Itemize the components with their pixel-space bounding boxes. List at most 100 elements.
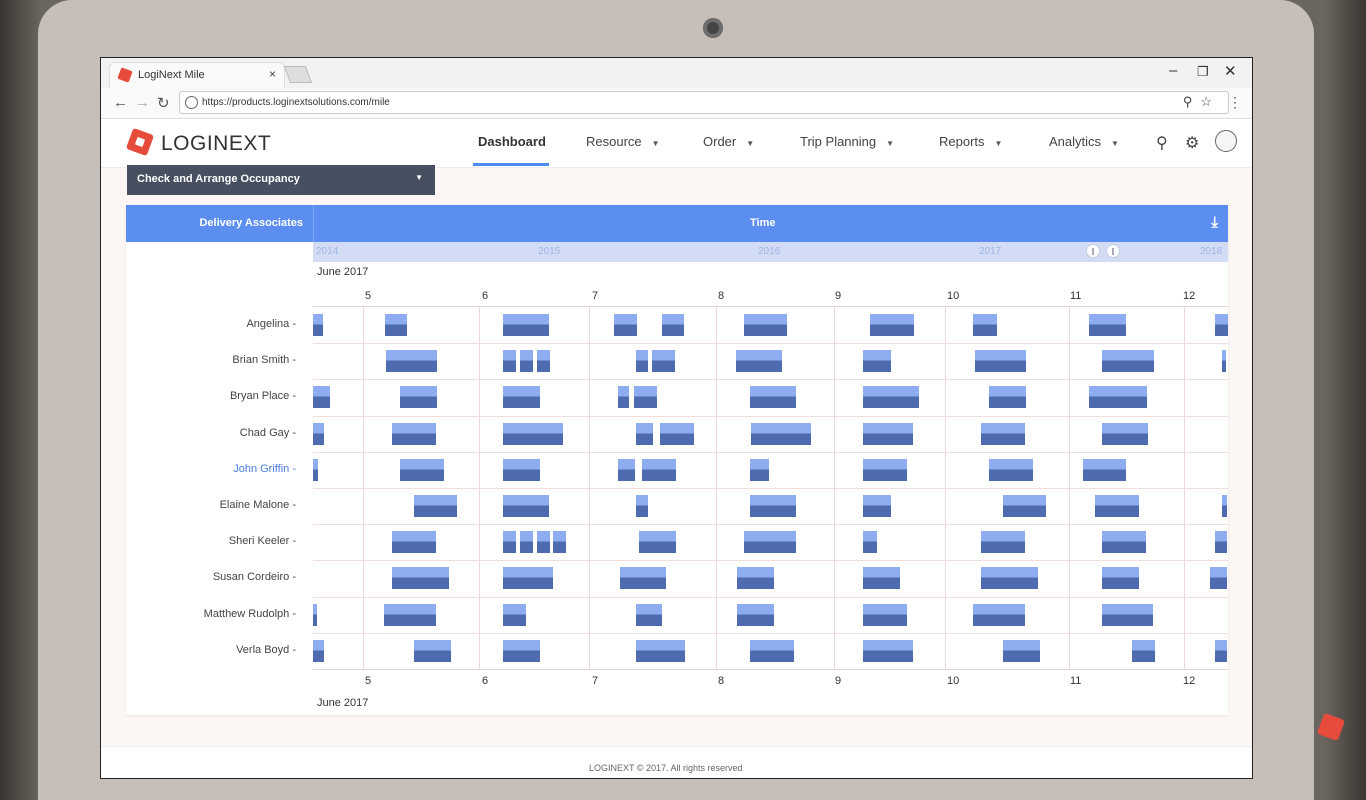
associate-name-matthew-rudolph[interactable]: Matthew Rudolph - (203, 607, 296, 620)
occupancy-bar[interactable] (503, 314, 549, 336)
occupancy-bar[interactable] (750, 458, 769, 481)
occupancy-bar[interactable] (744, 314, 787, 336)
occupancy-bar[interactable] (1102, 567, 1139, 590)
avatar[interactable] (1215, 130, 1237, 152)
occupancy-bar[interactable] (634, 386, 657, 409)
occupancy-bar[interactable] (973, 314, 997, 336)
maximize-button[interactable]: ❐ (1197, 64, 1209, 79)
minimize-button[interactable]: – (1169, 62, 1178, 79)
occupancy-bar[interactable] (313, 458, 318, 481)
occupancy-bar[interactable] (503, 422, 563, 445)
occupancy-bar[interactable] (503, 495, 549, 517)
occupancy-bar[interactable] (620, 567, 666, 590)
range-start-handle[interactable] (1086, 244, 1100, 258)
occupancy-bar[interactable] (636, 422, 653, 445)
occupancy-bar[interactable] (736, 350, 782, 373)
occupancy-bar[interactable] (618, 386, 629, 409)
occupancy-bar[interactable] (386, 350, 437, 373)
close-window-button[interactable]: ✕ (1224, 63, 1237, 80)
occupancy-bar[interactable] (863, 567, 900, 590)
occupancy-bar[interactable] (400, 386, 437, 409)
forward-button[interactable]: → (135, 94, 150, 111)
occupancy-bar[interactable] (1095, 495, 1139, 517)
occupancy-bar[interactable] (1003, 495, 1046, 517)
occupancy-bar[interactable] (1102, 422, 1148, 445)
occupancy-bar[interactable] (520, 350, 533, 373)
associate-name-john-griffin[interactable]: John Griffin - (233, 462, 296, 475)
download-icon[interactable]: ⤓ (1211, 214, 1218, 231)
occupancy-bar[interactable] (313, 603, 317, 626)
occupancy-bar[interactable] (1215, 314, 1228, 336)
occupancy-bar[interactable] (636, 603, 662, 626)
associate-name-angelina[interactable]: Angelina - (246, 318, 296, 330)
occupancy-bar[interactable] (863, 603, 907, 626)
occupancy-bar[interactable] (414, 495, 457, 517)
occupancy-bar[interactable] (1083, 458, 1126, 481)
occupancy-bar[interactable] (1222, 350, 1226, 373)
nav-reports[interactable]: Reports ▼ (939, 134, 1002, 149)
occupancy-bar[interactable] (863, 458, 907, 481)
occupancy-bar[interactable] (1132, 639, 1155, 662)
occupancy-bar[interactable] (863, 350, 891, 373)
occupancy-bar[interactable] (636, 495, 648, 517)
associate-name-elaine-malone[interactable]: Elaine Malone - (219, 499, 296, 511)
occupancy-bar[interactable] (662, 314, 684, 336)
occupancy-bar[interactable] (737, 567, 774, 590)
occupancy-bar[interactable] (400, 458, 444, 481)
occupancy-bar[interactable] (520, 531, 533, 554)
occupancy-bar[interactable] (392, 531, 436, 554)
occupancy-bar[interactable] (863, 422, 913, 445)
back-button[interactable]: ← (113, 94, 128, 111)
occupancy-bar[interactable] (537, 350, 550, 373)
occupancy-bar[interactable] (503, 458, 540, 481)
nav-trip-planning[interactable]: Trip Planning ▼ (800, 134, 894, 149)
occupancy-bar[interactable] (652, 350, 675, 373)
occupancy-bar[interactable] (313, 422, 324, 445)
reload-button[interactable]: ↻ (157, 95, 170, 112)
occupancy-bar[interactable] (750, 495, 796, 517)
new-tab-button[interactable] (283, 66, 313, 83)
occupancy-bar[interactable] (1089, 314, 1126, 336)
occupancy-bar[interactable] (618, 458, 635, 481)
occupancy-bar[interactable] (313, 314, 323, 336)
occupancy-bar[interactable] (503, 603, 526, 626)
occupancy-bar[interactable] (414, 639, 451, 662)
occupancy-bar[interactable] (1222, 495, 1227, 517)
occupancy-bar[interactable] (863, 531, 877, 554)
occupancy-bar[interactable] (642, 458, 676, 481)
occupancy-bar[interactable] (385, 314, 407, 336)
occupancy-bar[interactable] (1102, 350, 1154, 373)
occupancy-bar[interactable] (981, 422, 1025, 445)
occupancy-bar[interactable] (981, 567, 1038, 590)
occupancy-bar[interactable] (1215, 639, 1227, 662)
occupancy-bar[interactable] (744, 531, 796, 554)
occupancy-bar[interactable] (981, 531, 1025, 554)
occupancy-bar[interactable] (1210, 567, 1227, 590)
zoom-icon[interactable]: ⚲ (1182, 94, 1201, 109)
occupancy-bar[interactable] (975, 350, 1026, 373)
nav-resource[interactable]: Resource ▼ (586, 134, 660, 149)
year-range-slider[interactable]: 2014 2015 2016 2017 2018 (313, 242, 1228, 262)
search-icon[interactable]: ⚲ (1156, 135, 1168, 152)
occupancy-bar[interactable] (989, 458, 1033, 481)
occupancy-bar[interactable] (537, 531, 550, 554)
bookmark-star-icon[interactable]: ☆ (1200, 94, 1220, 109)
occupancy-bar[interactable] (750, 386, 796, 409)
occupancy-bar[interactable] (973, 603, 1025, 626)
occupancy-bar[interactable] (989, 386, 1026, 409)
associate-name-brian-smith[interactable]: Brian Smith - (232, 354, 296, 367)
occupancy-bar[interactable] (660, 422, 694, 445)
url-input[interactable]: https://products.loginextsolutions.com/m… (179, 91, 1229, 114)
occupancy-bar[interactable] (553, 531, 566, 554)
associate-name-chad-gay[interactable]: Chad Gay - (239, 426, 296, 439)
occupancy-bar[interactable] (503, 531, 516, 554)
occupancy-bar[interactable] (639, 531, 676, 554)
browser-tab[interactable]: LogiNext Mile × (109, 62, 285, 88)
occupancy-bar[interactable] (1102, 603, 1153, 626)
occupancy-bar[interactable] (384, 603, 436, 626)
occupancy-bar[interactable] (503, 639, 540, 662)
occupancy-bar[interactable] (503, 386, 540, 409)
associate-name-verla-boyd[interactable]: Verla Boyd - (236, 643, 296, 656)
occupancy-dropdown[interactable]: Check and Arrange Occupancy ▼ (127, 165, 435, 195)
occupancy-bar[interactable] (614, 314, 637, 336)
